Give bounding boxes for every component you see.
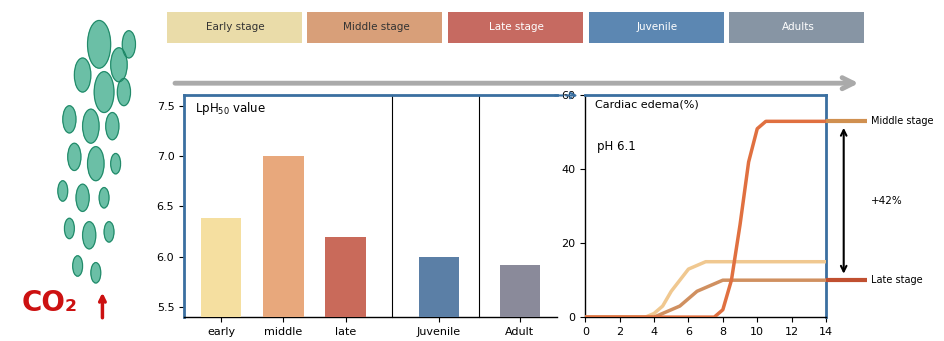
Circle shape	[104, 222, 114, 242]
Text: Middle stage: Middle stage	[870, 116, 934, 126]
Circle shape	[83, 222, 96, 249]
Bar	[307, 12, 443, 44]
Circle shape	[76, 184, 89, 211]
Circle shape	[122, 31, 136, 58]
Text: Adults: Adults	[782, 22, 815, 32]
Circle shape	[88, 20, 110, 68]
Circle shape	[99, 188, 109, 208]
Text: CO₂: CO₂	[22, 290, 77, 317]
Bar	[419, 257, 459, 317]
Circle shape	[83, 109, 99, 143]
Bar	[588, 12, 724, 44]
Circle shape	[88, 147, 104, 181]
Text: Late stage: Late stage	[489, 22, 545, 32]
Circle shape	[68, 143, 81, 170]
Circle shape	[117, 78, 130, 106]
Circle shape	[58, 181, 68, 201]
Circle shape	[73, 256, 83, 276]
Text: LpH$_{50}$ value: LpH$_{50}$ value	[195, 100, 266, 117]
Bar	[326, 237, 366, 317]
Text: Late stage: Late stage	[870, 275, 922, 285]
Circle shape	[106, 113, 119, 140]
Bar	[729, 12, 865, 44]
Circle shape	[91, 263, 101, 283]
Circle shape	[94, 72, 114, 113]
Text: +42%: +42%	[870, 196, 902, 206]
Circle shape	[110, 153, 121, 174]
Circle shape	[62, 106, 76, 133]
Text: Early stage: Early stage	[206, 22, 265, 32]
Circle shape	[64, 218, 75, 239]
Text: Cardiac edema(%): Cardiac edema(%)	[595, 100, 699, 110]
Bar	[201, 218, 242, 317]
Text: Juvenile: Juvenile	[637, 22, 678, 32]
Bar	[447, 12, 583, 44]
Circle shape	[75, 58, 91, 92]
Text: Middle stage: Middle stage	[343, 22, 410, 32]
Bar	[166, 12, 302, 44]
Bar	[499, 265, 540, 317]
Text: pH 6.1: pH 6.1	[598, 140, 636, 153]
Circle shape	[110, 48, 127, 82]
Bar	[263, 156, 304, 317]
